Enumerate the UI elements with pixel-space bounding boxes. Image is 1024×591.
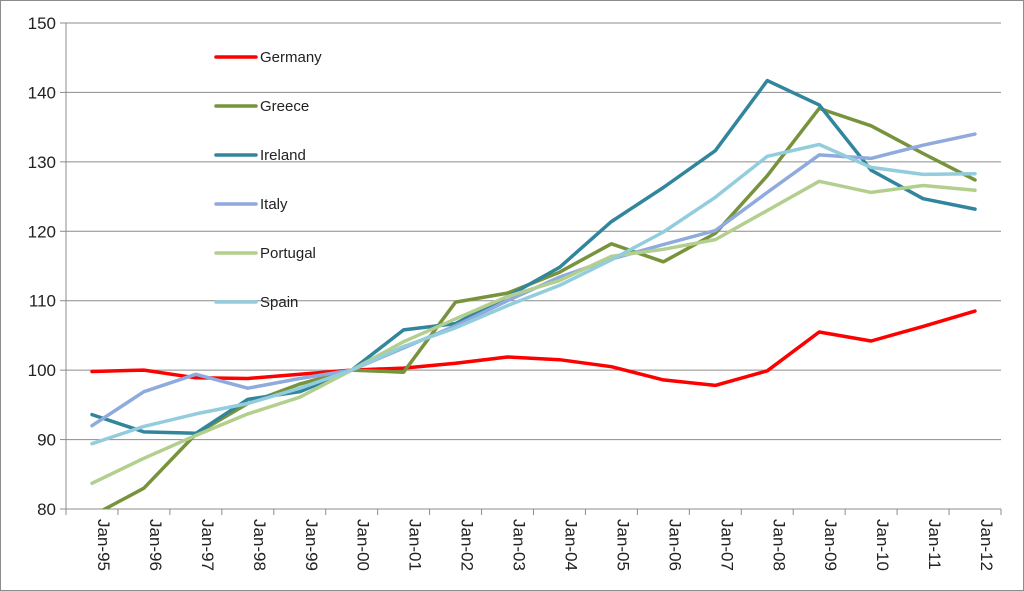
x-tick-label: Jan-96 [146, 519, 165, 571]
x-tick-label: Jan-04 [561, 519, 580, 571]
x-tick-label: Jan-07 [717, 519, 736, 571]
legend-label: Germany [260, 49, 322, 66]
series-lines [90, 78, 977, 509]
legend-item-greece: Greece [214, 98, 309, 115]
x-tick-label: Jan-03 [510, 519, 529, 571]
y-tick-label: 140 [28, 83, 56, 102]
x-tick-label: Jan-09 [821, 519, 840, 571]
legend-label: Spain [260, 294, 298, 311]
gridlines [66, 22, 1001, 510]
legend-item-italy: Italy [214, 196, 288, 213]
legend-item-portugal: Portugal [214, 245, 316, 262]
legend-item-spain: Spain [214, 294, 298, 311]
legend: Germany Greece Ireland Italy Portugal Spain [214, 49, 322, 311]
x-tick-label: Jan-12 [977, 519, 996, 571]
series-line-portugal [90, 179, 977, 486]
x-tick-label: Jan-00 [354, 519, 373, 571]
series-line-spain [90, 142, 977, 446]
y-tick-label: 90 [37, 431, 56, 450]
y-tick-label: 100 [28, 361, 56, 380]
x-tick-label: Jan-11 [925, 519, 944, 570]
y-tick-label: 110 [29, 292, 56, 311]
x-tick-label: Jan-06 [665, 519, 684, 571]
legend-label: Portugal [260, 245, 316, 262]
axes: 80 90 100 110 120 130 140 150 Jan-95 Jan-96 Jan-97… [28, 14, 1002, 571]
legend-item-germany: Germany [214, 49, 322, 66]
y-tick-label: 150 [28, 14, 56, 33]
y-tick-label: 120 [28, 222, 56, 241]
x-tick-label: Jan-02 [458, 519, 477, 571]
x-tick-label: Jan-95 [94, 519, 113, 571]
y-tick-label: 130 [28, 153, 56, 172]
legend-label: Ireland [260, 147, 306, 164]
legend-item-ireland: Ireland [214, 147, 306, 164]
series-line-italy [90, 132, 977, 428]
x-tick-label: Jan-08 [769, 519, 788, 571]
x-tick-label: Jan-97 [198, 519, 217, 571]
legend-label: Italy [260, 196, 288, 213]
x-tick-label: Jan-99 [302, 519, 321, 571]
x-tick-label: Jan-10 [873, 519, 892, 571]
x-tick-label: Jan-01 [406, 519, 425, 571]
legend-label: Greece [260, 98, 309, 115]
y-tick-label: 80 [37, 500, 56, 519]
series-line-greece [101, 106, 977, 509]
series-line-germany [90, 309, 977, 388]
x-tick-label: Jan-05 [613, 519, 632, 571]
x-tick-label: Jan-98 [250, 519, 269, 571]
